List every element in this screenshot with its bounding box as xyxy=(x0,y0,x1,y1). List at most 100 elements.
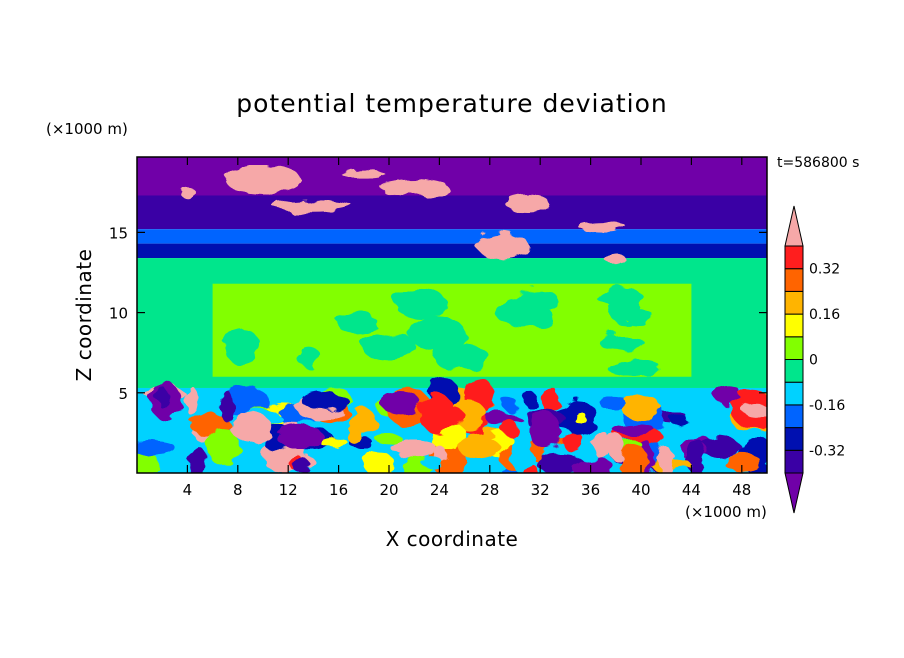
x-tick-label: 16 xyxy=(329,481,348,499)
x-tick-label: 20 xyxy=(379,481,398,499)
x-tick-label: 44 xyxy=(682,481,701,499)
bl-cell xyxy=(503,395,516,413)
mid-cell xyxy=(528,306,553,327)
mid-cell xyxy=(614,287,642,318)
y-tick-label: 15 xyxy=(109,224,128,242)
bl-cell xyxy=(536,452,584,473)
x-tick-label: 4 xyxy=(183,481,193,499)
x-axis: 4 8 12 16 20 24 28 32 36 40 44 48 xyxy=(183,157,751,499)
upper-warm-patch xyxy=(179,187,196,198)
bl-cell xyxy=(670,415,689,427)
bl-cell xyxy=(184,385,198,415)
mid-cell xyxy=(337,312,378,335)
bl-cell xyxy=(206,428,240,465)
y-axis: 5 10 15 xyxy=(109,224,767,403)
mid-cell xyxy=(517,289,559,311)
colorbar-over-arrow xyxy=(784,205,804,247)
upper-warm-patch xyxy=(605,253,626,266)
bl-cell xyxy=(620,444,648,473)
bl-cell xyxy=(375,435,403,444)
bl-cell xyxy=(418,394,456,433)
x-tick-label: 8 xyxy=(233,481,243,499)
bl-cell xyxy=(220,390,234,423)
bl-cell xyxy=(511,437,534,473)
colorbar-segment xyxy=(784,313,804,338)
upper-warm-patch xyxy=(341,170,386,179)
bl-cell xyxy=(697,438,742,458)
time-label: t=586800 s xyxy=(777,155,859,171)
y-tick-label: 5 xyxy=(118,385,128,403)
bl-cell xyxy=(574,412,588,425)
mid-cell xyxy=(606,360,662,376)
upper-warm-patch xyxy=(273,200,354,213)
bl-cell xyxy=(501,418,517,436)
colorbar-label: -0.32 xyxy=(809,443,845,459)
bl-cell xyxy=(348,409,378,433)
bl-cell xyxy=(524,392,538,409)
upper-warm-patch xyxy=(579,222,628,233)
bl-cell xyxy=(685,438,706,473)
mid-cell xyxy=(362,334,418,362)
bl-cell xyxy=(364,451,394,473)
bl-cell xyxy=(137,451,161,473)
colorbar-segment xyxy=(784,336,804,360)
colorbar-segment xyxy=(784,427,804,451)
plot-frame xyxy=(136,156,768,474)
colorbar-segment xyxy=(784,290,804,315)
upper-warm-patch xyxy=(225,165,301,194)
bl-cell xyxy=(572,457,615,473)
y-axis-label: Z coordinate xyxy=(72,249,96,382)
bl-cell xyxy=(541,386,559,413)
field-region-tropopause-blue xyxy=(137,243,767,259)
mid-cell xyxy=(425,318,447,348)
x-axis-label: X coordinate xyxy=(386,527,519,551)
bl-cell xyxy=(724,454,762,472)
bl-cell xyxy=(137,439,175,455)
x-tick-label: 32 xyxy=(531,481,550,499)
upper-warm-patch xyxy=(505,194,550,213)
colorbar-label: 0.16 xyxy=(809,307,840,323)
bl-cell xyxy=(420,457,443,468)
bl-cell xyxy=(609,433,625,462)
colorbar-segment xyxy=(784,268,804,292)
colorbar-label: -0.16 xyxy=(809,398,845,414)
bl-cell xyxy=(301,390,349,412)
x-tick-label: 28 xyxy=(480,481,499,499)
x-tick-label: 48 xyxy=(732,481,751,499)
upper-warm-patch xyxy=(380,179,449,196)
bl-cell xyxy=(458,435,500,460)
upper-warm-patch xyxy=(476,232,529,259)
colorbar-segment xyxy=(784,245,804,270)
colorbar-segment xyxy=(784,449,804,474)
bl-cell xyxy=(277,425,324,450)
x-unit-label: (×1000 m) xyxy=(685,503,767,521)
bl-cell xyxy=(742,402,767,418)
bl-cell xyxy=(320,437,348,448)
colorbar: -0.32 -0.16 0 0.16 0.32 xyxy=(784,205,845,514)
mid-cell xyxy=(223,328,260,365)
x-tick-label: 40 xyxy=(631,481,650,499)
x-tick-label: 12 xyxy=(279,481,298,499)
colorbar-under-arrow xyxy=(784,472,804,514)
mid-cell xyxy=(599,334,645,352)
bl-cell xyxy=(293,457,310,473)
colorbar-segment xyxy=(784,381,804,406)
x-tick-label: 24 xyxy=(430,481,449,499)
bl-cell xyxy=(355,388,383,411)
bl-cell xyxy=(152,450,183,470)
bl-cell xyxy=(621,394,661,421)
plot-area xyxy=(137,157,767,473)
chart-title: potential temperature deviation xyxy=(236,89,667,118)
x-tick-label: 36 xyxy=(581,481,600,499)
colorbar-label: 0.32 xyxy=(809,262,840,278)
colorbar-label: 0 xyxy=(809,353,818,369)
colorbar-segment xyxy=(784,359,804,383)
bl-cell xyxy=(613,425,656,435)
y-tick-label: 10 xyxy=(109,305,128,323)
bl-cell xyxy=(391,439,437,458)
colorbar-segment xyxy=(784,404,804,429)
bl-cell xyxy=(380,391,421,414)
field-region-tropopause-cyan xyxy=(137,229,767,244)
bl-cell xyxy=(156,387,169,408)
